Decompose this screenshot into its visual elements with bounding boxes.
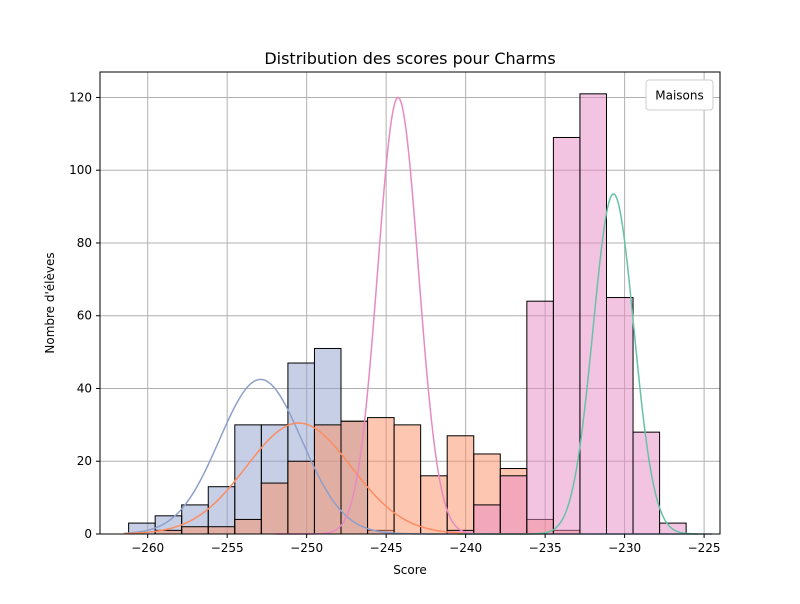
histogram-bar-pink [526, 300, 554, 535]
histogram-bar-orange [287, 460, 315, 535]
y-tick-label: 40 [77, 381, 92, 395]
y-tick-label: 80 [77, 236, 92, 250]
legend-title: Maisons [655, 89, 704, 103]
histogram-bar-pink [632, 431, 661, 535]
histogram-bar-orange [446, 435, 475, 535]
histogram-bar-orange [313, 424, 342, 535]
histogram-bar-pink [473, 504, 501, 535]
x-tick-label: −245 [370, 541, 403, 555]
y-tick-label: 100 [69, 163, 92, 177]
histogram-bar-blue [234, 424, 262, 535]
x-tick-label: −255 [211, 541, 244, 555]
histogram-bar-orange [207, 526, 236, 535]
histogram-bar-pink [579, 93, 607, 535]
histogram-bar-orange [181, 526, 209, 535]
histogram-bar-orange [393, 424, 422, 535]
legend-box [645, 79, 714, 111]
x-tick-label: −235 [529, 541, 562, 555]
x-tick-label: −230 [608, 541, 641, 555]
y-tick-label: 0 [84, 527, 92, 541]
histogram-bar-orange [234, 518, 262, 535]
y-axis-label: Nombre d'élèves [43, 252, 57, 353]
legend: Maisons [645, 79, 714, 111]
histogram-bar-pink [552, 136, 581, 535]
axes: −260 −255 −250 −245 −240 −235 −230 −225 0 20 40 60 8… [69, 71, 721, 555]
histogram-bars [128, 93, 687, 535]
histogram-bar-pink [499, 475, 528, 535]
kde-curve-orange [123, 422, 466, 535]
histogram-bar-orange [260, 482, 289, 535]
x-axis-label: Score [393, 563, 427, 577]
histogram-bar-orange [420, 475, 448, 535]
histogram-bar-orange [340, 420, 369, 535]
plot-frame [99, 71, 721, 535]
x-tick-label: −240 [449, 541, 482, 555]
chart-title: Distribution des scores pour Charms [264, 49, 555, 68]
x-tick-label: −260 [131, 541, 164, 555]
y-tick-label: 20 [77, 454, 92, 468]
histogram-bar-orange [367, 417, 395, 535]
x-tick-label: −250 [290, 541, 323, 555]
x-tick-label: −225 [688, 541, 721, 555]
y-tick-label: 120 [69, 90, 92, 104]
y-tick-label: 60 [77, 309, 92, 323]
histogram-bar-pink [605, 297, 634, 535]
